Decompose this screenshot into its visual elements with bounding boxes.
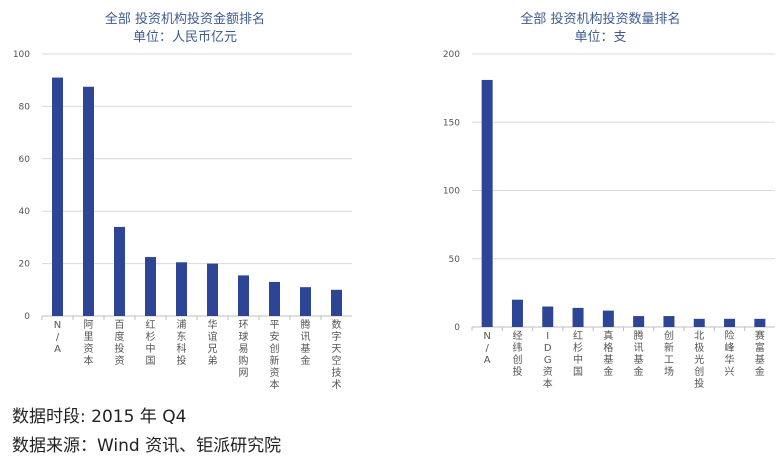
bar	[269, 281, 280, 316]
bar	[145, 257, 156, 316]
x-tick-label: 浦东科投	[177, 318, 187, 367]
bar	[663, 316, 675, 327]
amount-chart-svg: 0 20 40 60 80 100 N / A 阿里资本 百度投资 红杉中国 浦东科投 华谊兄弟 环球易购网…	[13, 50, 352, 391]
data-period-note: 数据时段: 2015 年 Q4	[12, 407, 187, 427]
bar	[83, 86, 94, 316]
count-ranking-chart: 全部 投资机构投资数量排名 单位：支 0 50 100 150 200 N / A 经纬创投 I D…	[420, 0, 781, 395]
y-tick-label: 50	[449, 255, 461, 265]
y-tick-label: 100	[443, 187, 460, 197]
y-tick-label: 0	[454, 323, 460, 333]
bar	[331, 289, 342, 316]
chart-subtitle: 单位：支	[574, 30, 627, 45]
y-tick-label: 0	[24, 312, 30, 322]
bar	[693, 318, 705, 327]
x-tick-label: 险峰华兴	[725, 329, 735, 378]
bar	[238, 275, 249, 316]
chart-subtitle: 单位：人民币亿元	[132, 30, 237, 45]
bar	[207, 263, 218, 316]
bar	[724, 318, 736, 327]
bar	[633, 316, 645, 327]
x-tick-label: 环球易购网	[239, 320, 249, 379]
x-tick-label: 数字天空技术	[332, 318, 342, 391]
y-tick-label: 20	[19, 260, 31, 270]
y-tick-label: 200	[443, 50, 460, 60]
bar	[481, 79, 493, 327]
bar	[114, 226, 125, 316]
bar	[602, 310, 614, 327]
x-tick-label: N / A	[54, 320, 61, 355]
x-tick-label: 赛富基金	[755, 329, 765, 378]
amount-ranking-chart: 全部 投资机构投资金额排名 单位：人民币亿元 0 20 40 60 80 100 N / A 阿里…	[0, 0, 370, 395]
y-tick-label: 100	[13, 50, 30, 60]
x-tick-label: 腾讯基金	[301, 318, 311, 367]
count-chart-svg: 0 50 100 150 200 N / A 经纬创投 I D G 资本 红杉中国 真格基金 腾讯基金 创新工场…	[443, 50, 775, 390]
chart-title: 全部 投资机构投资金额排名	[104, 12, 266, 27]
y-tick-label: 40	[19, 207, 31, 217]
y-tick-label: 150	[443, 118, 460, 128]
y-tick-label: 60	[19, 155, 31, 165]
x-tick-label: 红杉中国	[146, 318, 156, 367]
bar	[572, 307, 584, 327]
x-tick-label: 经纬创投	[512, 329, 522, 378]
x-tick-label: 华谊兄弟	[208, 318, 218, 367]
x-tick-label: 百度投资	[115, 319, 125, 367]
x-tick-label: I D G 资本	[543, 331, 553, 390]
x-tick-label: 平安创新资本	[270, 320, 280, 391]
bar	[52, 77, 63, 316]
bar	[176, 262, 187, 316]
x-tick-label: 真格基金	[603, 329, 613, 378]
bar	[542, 306, 554, 327]
x-tick-label: 创新工场	[664, 329, 674, 378]
x-tick-label: 阿里资本	[84, 319, 94, 367]
bar	[511, 299, 523, 327]
x-tick-label: 北极光创投	[694, 330, 704, 390]
chart-title: 全部 投资机构投资数量排名	[520, 12, 681, 27]
y-tick-label: 80	[19, 102, 31, 112]
bar	[300, 287, 311, 316]
x-tick-label: 腾讯基金	[634, 329, 644, 378]
x-tick-label: 红杉中国	[573, 329, 583, 378]
data-source-note: 数据来源：Wind 资讯、钜派研究院	[12, 436, 282, 456]
bar	[754, 318, 766, 327]
x-tick-label: N / A	[483, 331, 490, 366]
